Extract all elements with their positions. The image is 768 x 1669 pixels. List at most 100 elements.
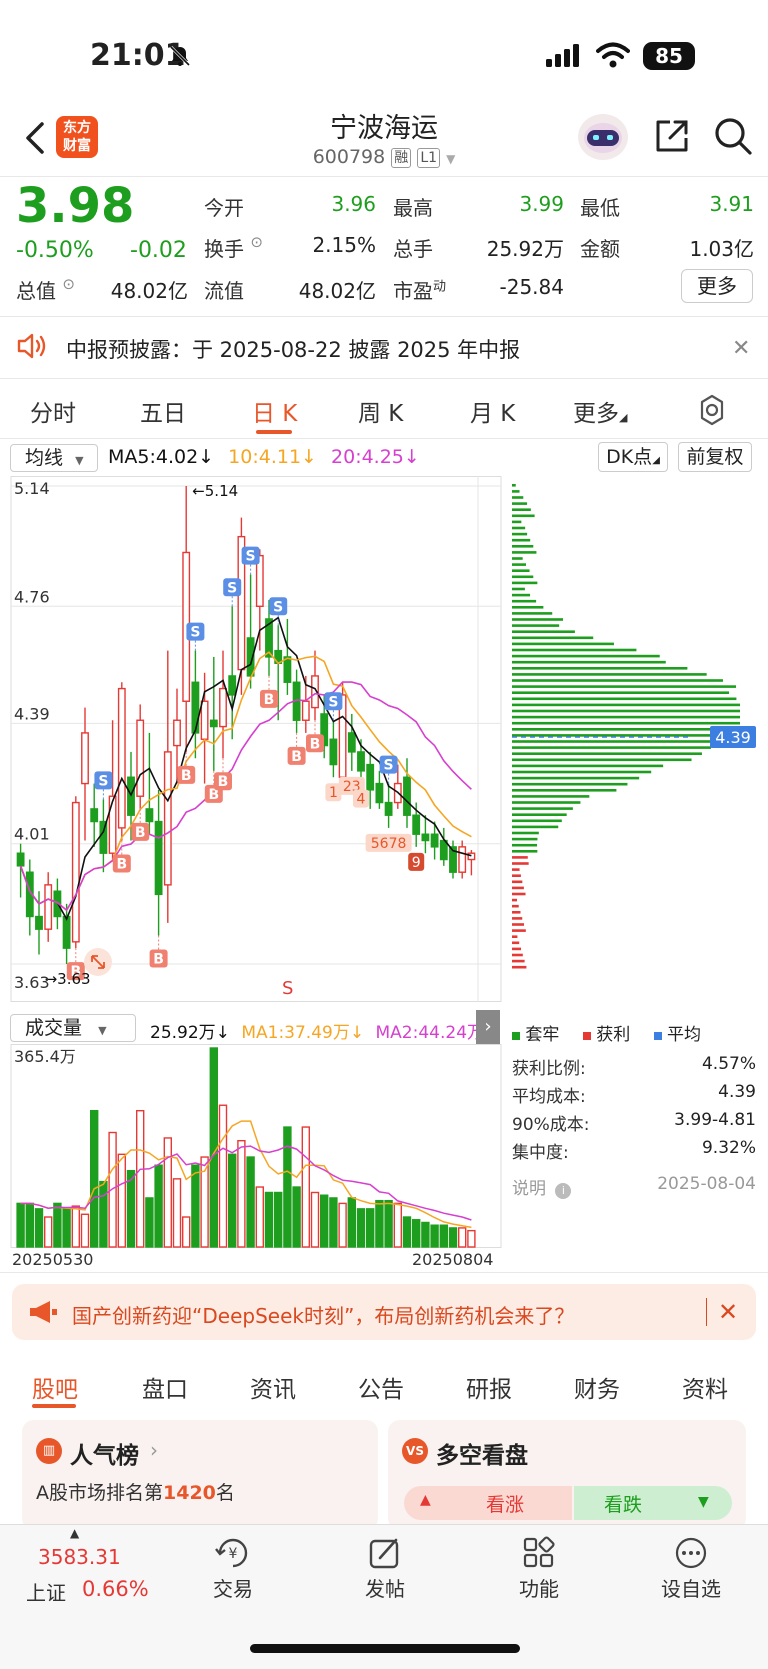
tab-five-day[interactable]: 五日 xyxy=(140,401,186,427)
volume-chart[interactable]: 365.4万 xyxy=(10,1044,502,1248)
turnover-label[interactable]: 换手 ⊙ xyxy=(204,233,263,262)
candle-body xyxy=(467,852,476,861)
dk-signal-button[interactable]: DK点◢ xyxy=(598,442,668,472)
candle-body xyxy=(44,884,53,930)
corner-triangle-icon: ◢ xyxy=(619,411,628,424)
buy-signal-badge: B xyxy=(208,787,219,803)
margin-tag: 融 xyxy=(391,147,412,168)
settings-gear-icon[interactable] xyxy=(696,394,728,426)
tab-more[interactable]: 更多◢ xyxy=(573,394,627,428)
cost-bar xyxy=(512,947,522,951)
nav-trade[interactable]: 交易 xyxy=(213,1577,253,1601)
compose-icon[interactable] xyxy=(368,1536,402,1570)
caret-down-icon: ▼ xyxy=(75,454,84,467)
cost-bar xyxy=(512,630,575,633)
more-dots-icon[interactable] xyxy=(674,1536,708,1570)
sell-signal-badge-bg xyxy=(241,546,260,565)
cost-distribution-chart[interactable]: 4.39 xyxy=(508,476,758,1002)
mktcap-label[interactable]: 总值 ⊙ xyxy=(16,275,75,304)
popularity-rank: A股市场排名第1420名 xyxy=(36,1478,235,1505)
close-icon[interactable]: ✕ xyxy=(732,336,751,361)
volume-bar xyxy=(412,1219,421,1248)
low-label: 最低 xyxy=(580,196,620,220)
rank-number: 1420 xyxy=(163,1482,216,1504)
nav-watchlist[interactable]: 设自选 xyxy=(661,1577,721,1601)
volume-indicator-select[interactable]: 成交量 ▼ xyxy=(10,1014,136,1042)
volume-bar xyxy=(320,1194,329,1248)
tab-more-label: 更多 xyxy=(573,401,619,427)
tab-financials[interactable]: 财务 xyxy=(574,1377,620,1403)
ai-assistant-icon[interactable] xyxy=(576,112,630,162)
caret-down-icon: ▼ xyxy=(98,1024,107,1037)
volume-bar xyxy=(191,1164,200,1248)
cost-bar xyxy=(512,868,520,871)
tab-intraday[interactable]: 分时 xyxy=(30,401,76,427)
tab-daily-k[interactable]: 日 K xyxy=(252,401,298,427)
search-icon[interactable] xyxy=(713,116,753,156)
buy-signal-badge-bg xyxy=(287,746,306,765)
chevron-right-icon[interactable]: › xyxy=(476,1010,500,1044)
trade-icon[interactable]: ¥ xyxy=(214,1536,252,1570)
tab-weekly-k[interactable]: 周 K xyxy=(358,401,404,427)
cost-bar xyxy=(512,935,518,938)
cost-bar xyxy=(512,843,538,847)
info-icon: i xyxy=(555,1183,572,1199)
cost-bar xyxy=(512,789,617,792)
cost-bar xyxy=(512,734,724,737)
ma20-legend: 20:4.25↓ xyxy=(331,446,420,468)
open-label: 今开 xyxy=(204,196,244,220)
cost-bar xyxy=(512,746,711,749)
index-value[interactable]: 3583.31 xyxy=(38,1545,121,1569)
tab-monthly-k[interactable]: 月 K xyxy=(470,401,516,427)
price-adjust-button[interactable]: 前复权 xyxy=(678,442,752,472)
ma20-line xyxy=(19,681,472,912)
close-icon[interactable]: ✕ xyxy=(718,1298,739,1326)
back-button[interactable] xyxy=(18,118,52,158)
tab-news[interactable]: 资讯 xyxy=(250,1377,296,1403)
nav-functions[interactable]: 功能 xyxy=(519,1577,559,1601)
promo-text: 国产创新药迎“DeepSeek时刻”，布局创新药机会来了？ xyxy=(72,1304,575,1328)
cost-bar xyxy=(512,502,528,505)
share-icon[interactable] xyxy=(652,116,692,156)
volume-bar xyxy=(126,1169,136,1248)
candle-body xyxy=(384,801,393,816)
cost-bar xyxy=(512,856,528,859)
amount-value: 1.03亿 xyxy=(689,237,754,261)
sell-signal-badge: S xyxy=(246,549,256,565)
chevron-right-icon: › xyxy=(150,1438,158,1462)
candle-body xyxy=(191,681,200,734)
cost-bar xyxy=(512,880,523,884)
volume-label: 总手 xyxy=(393,237,433,261)
cost-bar xyxy=(512,673,707,676)
bottom-s-mark: S xyxy=(282,978,293,999)
buy-signal-badge: B xyxy=(116,857,127,873)
header-divider xyxy=(0,176,768,177)
candle-body xyxy=(246,637,255,677)
tab-research[interactable]: 研报 xyxy=(466,1377,512,1403)
grid-apps-icon[interactable] xyxy=(522,1536,556,1570)
tab-orderbook[interactable]: 盘口 xyxy=(142,1377,188,1403)
stock-code-row[interactable]: 600798 融 L1 ▼ xyxy=(250,146,518,168)
tab-guba[interactable]: 股吧 xyxy=(32,1377,78,1403)
explain-link[interactable]: 说明 i xyxy=(512,1174,572,1199)
price-axis-label: 5.14 xyxy=(14,479,50,498)
more-quote-button[interactable]: 更多 xyxy=(681,269,753,303)
volume-bar xyxy=(25,1202,34,1248)
cost-bar xyxy=(512,624,560,627)
promo-banner[interactable] xyxy=(12,1284,756,1340)
tab-announcements[interactable]: 公告 xyxy=(358,1377,404,1403)
popularity-card[interactable] xyxy=(22,1420,378,1530)
logo-line-2: 财富 xyxy=(63,138,91,154)
tab-profile[interactable]: 资料 xyxy=(682,1377,728,1403)
bear-button[interactable]: 看跌 ▼ xyxy=(574,1486,732,1520)
cost-bar xyxy=(512,837,538,841)
buy-signal-badge-bg xyxy=(112,854,131,873)
nav-post[interactable]: 发帖 xyxy=(365,1577,405,1601)
bull-button[interactable]: ▲ 看涨 xyxy=(404,1486,572,1520)
sequence-tag-bg xyxy=(325,783,342,802)
sell-signal-badge-bg xyxy=(94,771,113,790)
ma-indicator-select[interactable]: 均线 ▼ xyxy=(10,444,98,472)
wifi-icon xyxy=(596,42,630,68)
cost-bar xyxy=(512,691,730,694)
